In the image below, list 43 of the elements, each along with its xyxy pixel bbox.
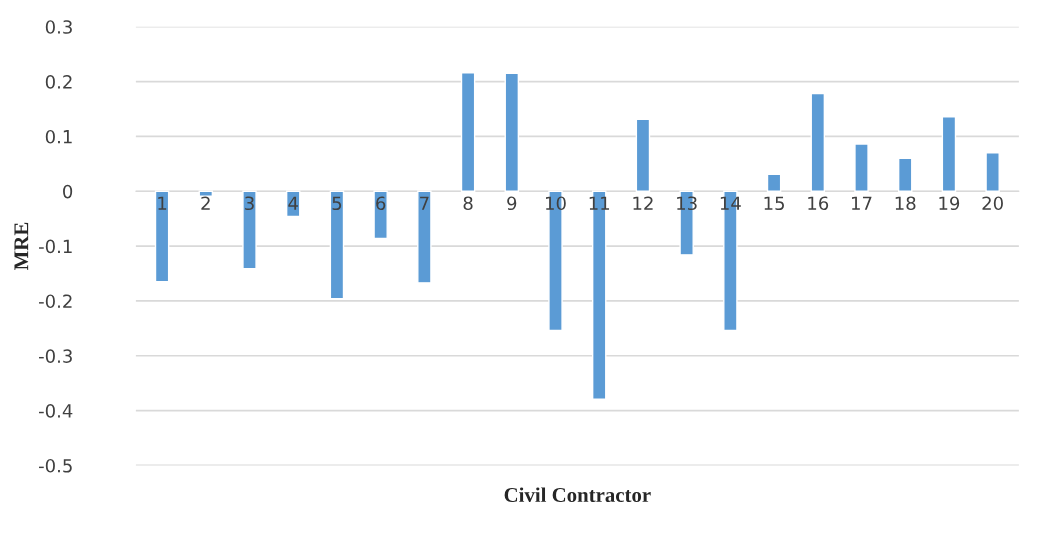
y-tick-label: -0.3: [39, 349, 72, 363]
x-tick-label: 7: [420, 196, 429, 210]
bar: [460, 72, 476, 192]
bar: [417, 190, 432, 284]
y-tick-label: 0.3: [45, 20, 72, 34]
x-tick-label: 5: [332, 196, 342, 211]
bar: [766, 173, 782, 192]
x-axis-title: Civil Contractor: [504, 487, 651, 503]
bar: [329, 190, 345, 300]
x-tick-label: 3: [245, 196, 254, 211]
x-tick-label: 19: [939, 196, 960, 211]
y-tick-label: -0.1: [39, 239, 72, 254]
y-tick-label: -0.2: [39, 294, 72, 309]
y-tick-label: 0.2: [45, 75, 72, 89]
bar: [941, 115, 957, 192]
x-tick-label: 9: [507, 196, 517, 211]
bar: [897, 157, 913, 192]
y-tick-label: -0.5: [39, 458, 72, 473]
bar: [504, 72, 520, 192]
y-tick-label: 0: [63, 184, 73, 199]
x-tick-label: 4: [288, 196, 298, 210]
x-tick-label: 6: [376, 196, 386, 211]
x-tick-label: 17: [852, 196, 872, 210]
bar: [198, 190, 214, 197]
x-tick-label: 8: [463, 196, 473, 211]
x-tick-label: 18: [895, 196, 916, 211]
x-tick-label: 15: [764, 196, 784, 211]
x-tick-label: 12: [633, 196, 653, 210]
x-tick-label: 20: [982, 196, 1003, 211]
bar: [591, 190, 607, 400]
y-tick-label: -0.4: [39, 404, 73, 418]
bar: [154, 190, 170, 283]
bar: [635, 118, 651, 192]
x-tick-label: 16: [808, 196, 829, 211]
bar: [242, 190, 257, 270]
x-tick-label: 1: [158, 196, 167, 210]
bar: [810, 92, 826, 192]
y-axis-title: MRE: [14, 222, 29, 271]
bar: [985, 152, 1000, 192]
bar: [373, 190, 388, 240]
x-tick-label: 2: [201, 196, 210, 210]
bar: [854, 143, 869, 192]
y-tick-label: 0.1: [45, 129, 72, 144]
